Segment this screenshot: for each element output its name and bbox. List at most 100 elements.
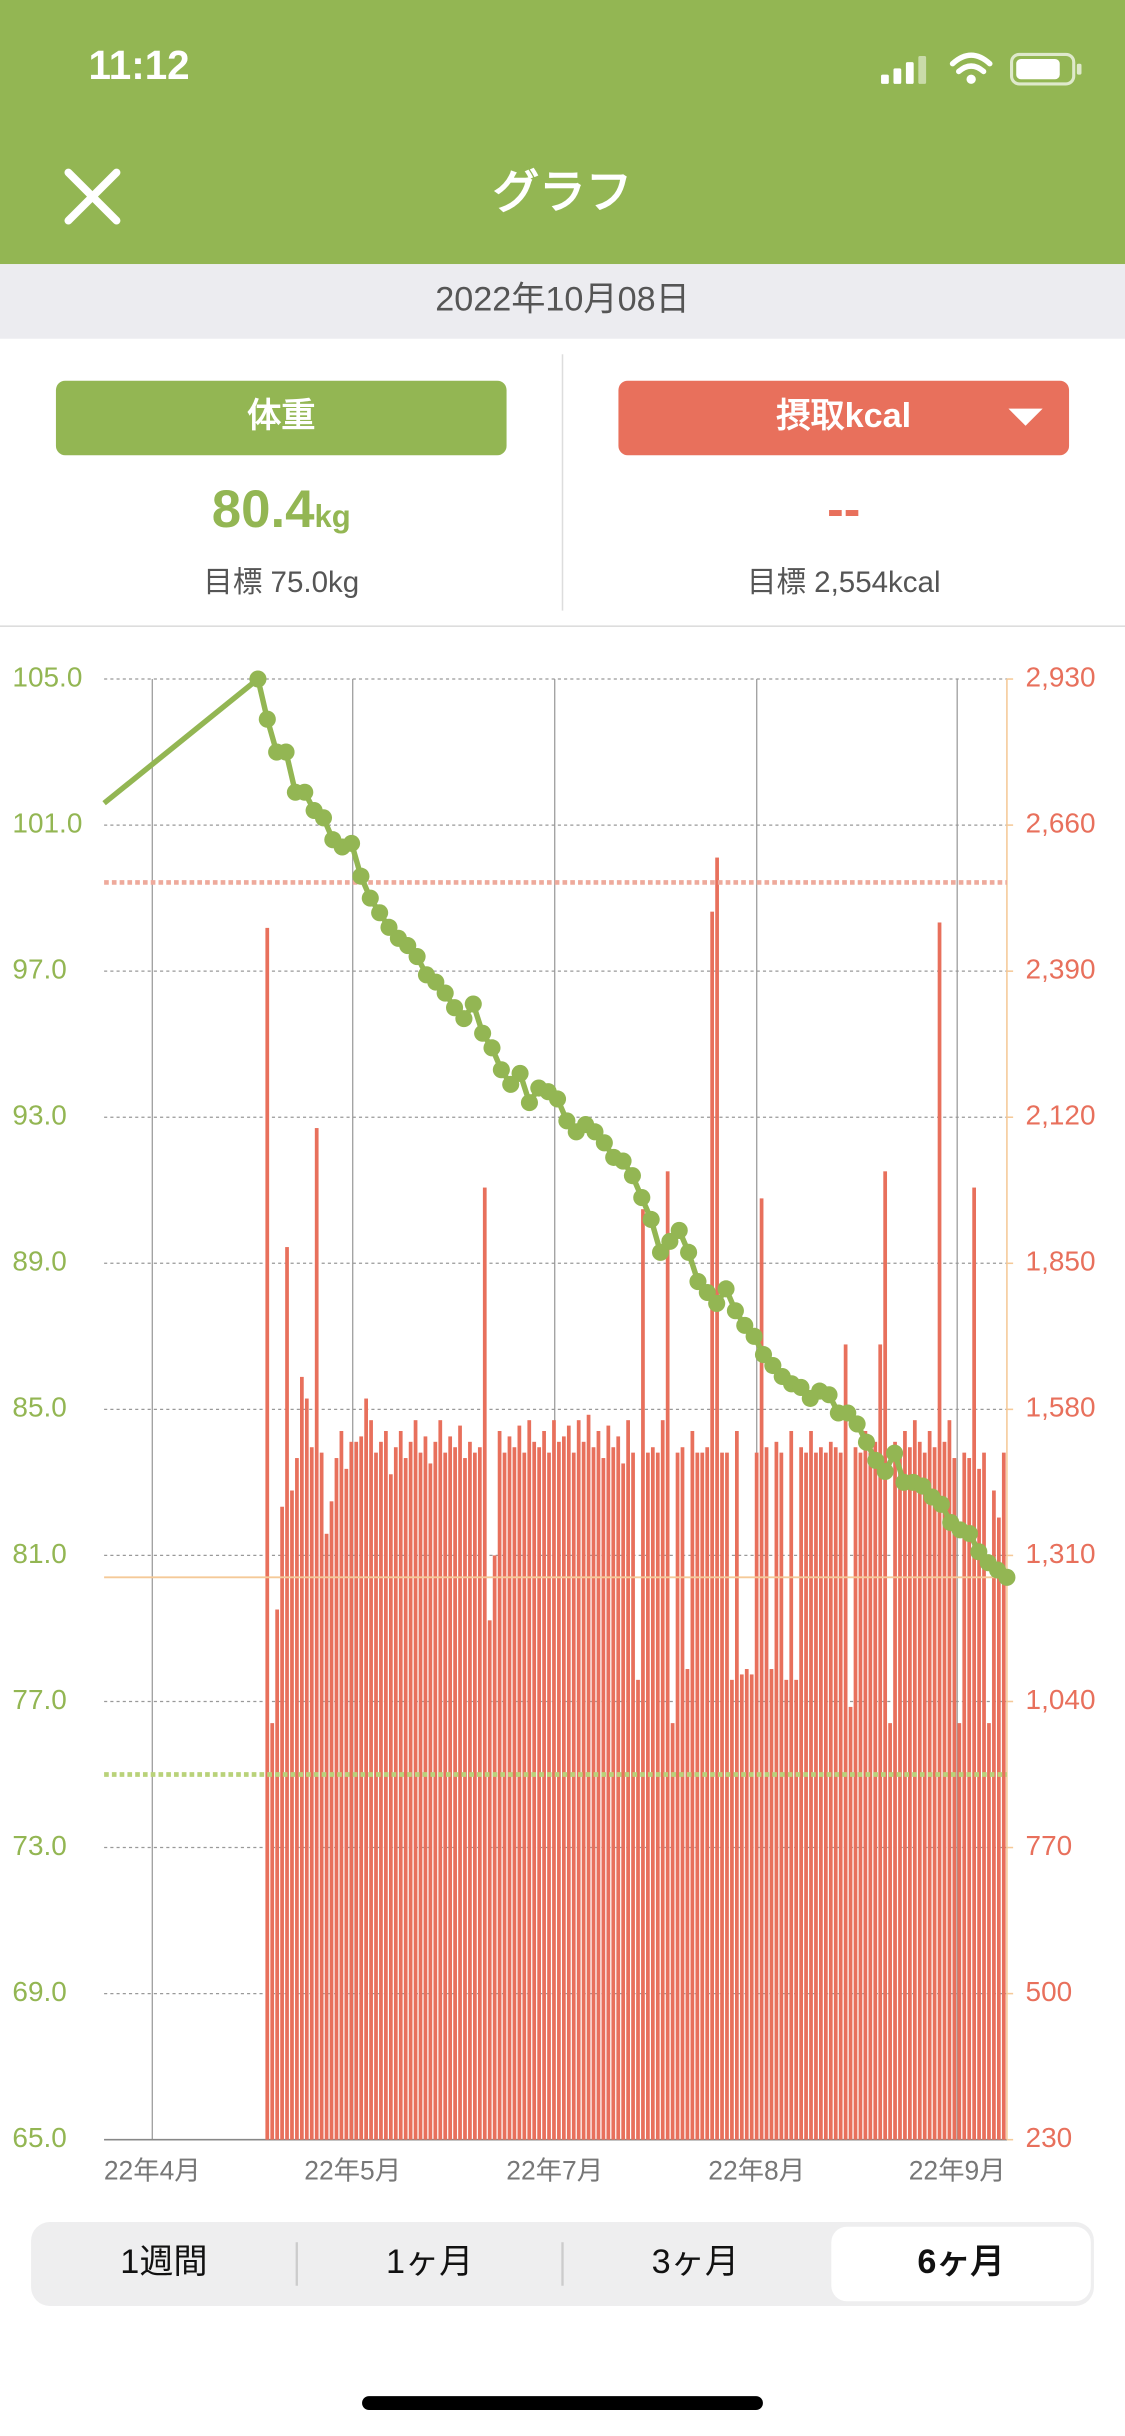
bar — [809, 1430, 813, 2140]
kcal-button[interactable] — [618, 380, 1070, 456]
y-tick-label: 101.0 — [12, 807, 82, 838]
weight-point — [520, 1094, 538, 1112]
bar — [853, 1447, 858, 2140]
tab-label[interactable]: 1ヶ月 — [386, 2243, 473, 2281]
bar — [522, 1452, 527, 2140]
status-time: 11:12 — [89, 42, 190, 88]
bar — [275, 1609, 280, 2140]
bar — [922, 1452, 927, 2140]
bar — [571, 1452, 576, 2140]
bar — [898, 1452, 902, 2140]
bar — [557, 1441, 561, 2140]
bar — [739, 1674, 744, 2140]
bar — [463, 1458, 467, 2140]
weight-point — [436, 984, 454, 1002]
y-tick-label: 69.0 — [12, 1976, 66, 2007]
bar — [962, 1452, 967, 2140]
x-tick-label: 22年8月 — [708, 2155, 805, 2185]
bar — [655, 1452, 660, 2140]
bar — [952, 1458, 957, 2140]
bar — [636, 1679, 640, 2140]
battery-cap — [1076, 63, 1082, 75]
bar — [878, 1344, 883, 2140]
weight-button[interactable] — [55, 380, 507, 456]
bar — [720, 1452, 724, 2140]
bar — [295, 1458, 299, 2140]
bar — [477, 1447, 482, 2140]
bar — [443, 1452, 448, 2140]
bar — [611, 1447, 616, 2140]
bar — [660, 1420, 665, 2140]
bar — [354, 1441, 359, 2140]
bar — [730, 1679, 734, 2140]
bar — [646, 1452, 650, 2140]
x-tick-label: 22年5月 — [304, 2155, 401, 2185]
bar — [690, 1430, 695, 2140]
bar — [280, 1506, 284, 2140]
y2-tick-label: 1,310 — [1026, 1538, 1096, 1569]
bar — [379, 1441, 383, 2140]
tab-label[interactable]: 3ヶ月 — [652, 2243, 739, 2281]
weight-point — [455, 1010, 473, 1028]
weight-point — [680, 1243, 698, 1261]
bar — [759, 1198, 764, 2140]
tab-label[interactable]: 6ヶ月 — [917, 2243, 1004, 2281]
dropdown-arrow[interactable] — [1008, 408, 1043, 426]
bar — [641, 1209, 645, 2140]
weight-point — [492, 1061, 510, 1079]
bar — [334, 1458, 339, 2140]
bar — [987, 1723, 991, 2140]
x-tick-label: 22年7月 — [506, 2155, 603, 2185]
y-tick-label: 77.0 — [12, 1684, 66, 1715]
y2-tick-label: 2,660 — [1026, 807, 1096, 838]
kcal-value: -- — [827, 481, 860, 537]
y-tick-label: 105.0 — [12, 661, 82, 692]
bar — [388, 1474, 393, 2140]
bar — [917, 1441, 922, 2140]
bar — [967, 1458, 972, 2140]
bar — [492, 1555, 497, 2140]
bar — [393, 1447, 398, 2140]
bar — [814, 1452, 818, 2140]
bar — [448, 1436, 453, 2140]
bar — [487, 1620, 492, 2140]
weight-point — [932, 1495, 950, 1513]
bar — [819, 1447, 823, 2140]
bar — [374, 1452, 378, 2140]
bar — [908, 1447, 912, 2140]
tab-label[interactable]: 1週間 — [120, 2243, 207, 2281]
bar — [779, 1452, 784, 2140]
bar — [848, 1706, 853, 2140]
y2-tick-label: 230 — [1026, 2122, 1073, 2153]
bar — [833, 1447, 838, 2140]
bar — [888, 1723, 892, 2140]
bar — [384, 1430, 388, 2140]
weight-point — [483, 1039, 501, 1057]
battery-level — [1016, 59, 1060, 80]
bar — [823, 1452, 828, 2140]
bar — [581, 1441, 586, 2140]
bar — [794, 1679, 799, 2140]
bar — [552, 1420, 556, 2140]
weight-point — [876, 1462, 894, 1480]
tab-selected — [831, 2226, 1091, 2302]
nav-bar — [0, 0, 1125, 265]
close-button[interactable] — [64, 168, 121, 225]
kcal-button-label: 摂取kcal — [776, 397, 911, 435]
weight-unit: kg — [315, 499, 351, 534]
bar — [715, 857, 719, 2140]
bar — [517, 1425, 522, 2140]
bar — [537, 1447, 542, 2140]
bar — [591, 1447, 596, 2140]
weight-point — [848, 1415, 866, 1433]
bar — [735, 1430, 739, 2140]
bar — [868, 1452, 873, 2140]
weight-number: 80.4 — [212, 480, 315, 539]
bar — [982, 1452, 986, 2140]
bar — [601, 1458, 606, 2140]
bar — [606, 1425, 611, 2140]
weight-point — [371, 904, 389, 922]
bar — [527, 1420, 532, 2140]
